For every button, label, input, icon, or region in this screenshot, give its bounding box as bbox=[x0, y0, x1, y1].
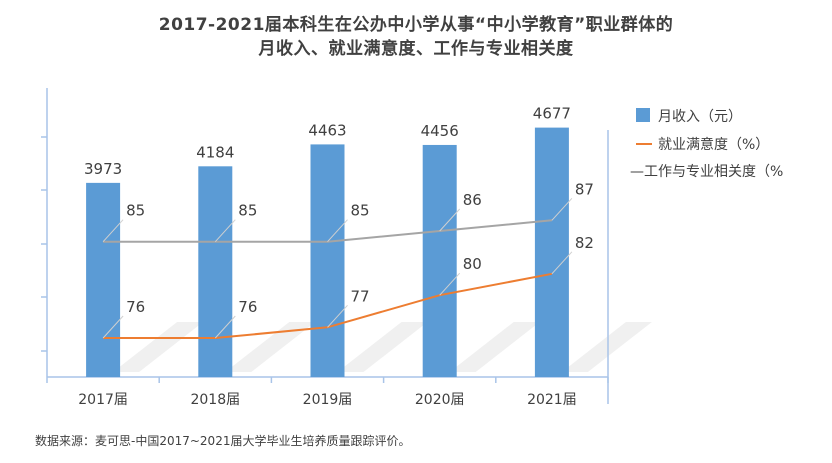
decorative-shadow bbox=[225, 322, 316, 372]
relevance-data-label: 85 bbox=[126, 202, 145, 220]
relevance-data-label: 85 bbox=[351, 202, 370, 220]
bar-income bbox=[198, 166, 233, 377]
bar-data-label: 4184 bbox=[196, 143, 234, 161]
relevance-leader-line bbox=[551, 197, 573, 221]
chart-title-line1: 2017-2021届本科生在公办中小学从事“中小学教育”职业群体的 bbox=[158, 15, 674, 35]
satisfaction-data-label: 77 bbox=[351, 287, 370, 305]
x-tick-label: 2017届 bbox=[78, 392, 128, 408]
satisfaction-leader-line bbox=[102, 315, 124, 339]
bar-income bbox=[310, 144, 345, 377]
legend-label-satisfaction: 就业满意度（%） bbox=[658, 137, 770, 153]
relevance-leader-line bbox=[327, 219, 348, 243]
legend-label-relevance: —工作与专业相关度（% bbox=[630, 164, 784, 180]
decorative-shadow bbox=[561, 322, 652, 372]
decorative-shadow bbox=[449, 322, 540, 372]
satisfaction-data-label: 80 bbox=[463, 255, 482, 273]
legend-label-income: 月收入（元） bbox=[658, 109, 742, 125]
satisfaction-leader-line bbox=[327, 304, 348, 328]
bar-data-label: 3973 bbox=[84, 160, 122, 178]
satisfaction-data-label: 82 bbox=[575, 234, 594, 252]
relevance-leader-line bbox=[214, 219, 236, 243]
bar-data-label: 4463 bbox=[308, 121, 346, 139]
bar-income bbox=[86, 182, 121, 377]
relevance-leader-line bbox=[102, 219, 124, 243]
source-note: 数据来源：麦可思-中国2017~2021届大学毕业生培养质量跟踪评价。 bbox=[35, 434, 411, 448]
bar-data-label: 4677 bbox=[533, 105, 571, 123]
bar-income bbox=[534, 127, 569, 377]
legend-swatch-satisfaction bbox=[636, 143, 652, 145]
chart-title-line2: 月收入、就业满意度、工作与专业相关度 bbox=[258, 39, 574, 59]
satisfaction-leader-line bbox=[214, 315, 236, 339]
bar-data-label: 4456 bbox=[421, 122, 459, 140]
x-tick-label: 2021届 bbox=[527, 392, 577, 408]
decorative-shadow bbox=[113, 322, 204, 372]
relevance-data-label: 85 bbox=[238, 202, 257, 220]
relevance-data-label: 87 bbox=[575, 180, 594, 198]
satisfaction-leader-line bbox=[551, 251, 573, 275]
satisfaction-data-label: 76 bbox=[238, 298, 257, 316]
satisfaction-leader-line bbox=[439, 272, 461, 296]
bar-income bbox=[422, 144, 457, 377]
satisfaction-data-label: 76 bbox=[126, 298, 145, 316]
x-tick-label: 2018届 bbox=[190, 392, 240, 408]
decorative-shadow bbox=[337, 322, 428, 372]
relevance-leader-line bbox=[439, 208, 461, 232]
x-tick-label: 2020届 bbox=[415, 392, 465, 408]
relevance-data-label: 86 bbox=[463, 191, 482, 209]
legend-swatch-income bbox=[636, 108, 650, 122]
x-tick-label: 2019届 bbox=[303, 392, 353, 408]
